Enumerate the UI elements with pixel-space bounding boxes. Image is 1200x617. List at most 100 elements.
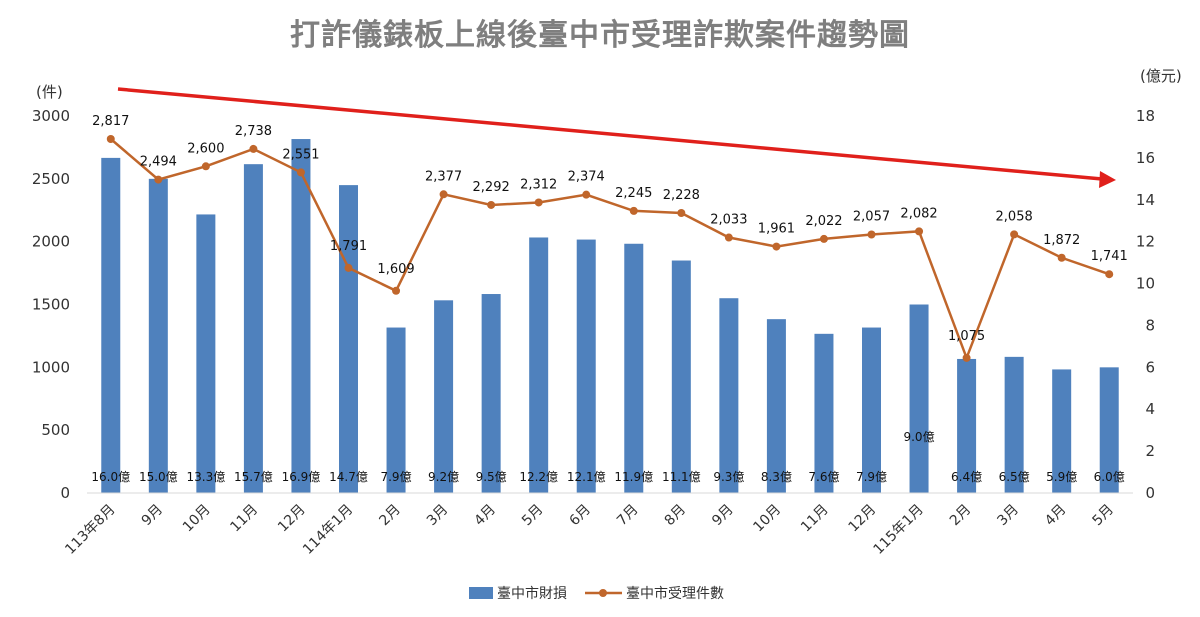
chart-title: 打詐儀錶板上線後臺中市受理詐欺案件趨勢圖 — [290, 18, 910, 53]
x-tick-label: 4月 — [471, 502, 499, 530]
legend-line-marker — [599, 589, 607, 597]
bar — [576, 239, 596, 493]
line-point — [487, 200, 496, 209]
bar-value-label: 7.6億 — [808, 470, 839, 484]
line-value-label: 1,791 — [330, 239, 367, 254]
x-tick-label: 113年8月 — [62, 502, 118, 558]
line-value-label: 2,228 — [663, 188, 700, 203]
line-point — [249, 144, 258, 153]
line-point — [962, 353, 971, 362]
bar-value-label: 16.0億 — [91, 470, 130, 484]
y-right-tick-label: 16 — [1136, 149, 1155, 167]
line-point — [629, 206, 638, 215]
line-value-label: 2,022 — [805, 214, 842, 229]
y-right-tick-label: 6 — [1145, 358, 1155, 376]
line-value-label: 1,741 — [1091, 249, 1128, 264]
x-tick-label: 7月 — [614, 502, 642, 530]
y-right-tick-label: 14 — [1136, 191, 1155, 209]
bar-value-label: 12.1億 — [567, 470, 606, 484]
bar — [719, 298, 739, 493]
x-tick-label: 3月 — [994, 502, 1022, 530]
bar — [862, 327, 881, 493]
line-series — [109, 138, 1110, 362]
line-value-label: 1,075 — [948, 329, 985, 344]
line-point — [1105, 270, 1114, 279]
bar-value-label: 7.9億 — [380, 470, 411, 484]
line-point — [106, 134, 115, 143]
bar-value-label: 12.2億 — [519, 470, 558, 484]
line-value-label: 1,609 — [377, 262, 414, 277]
line-point — [1010, 230, 1019, 239]
x-tick-label: 2月 — [947, 502, 975, 530]
bar-value-label: 16.9億 — [282, 470, 321, 484]
y-right-tick-label: 8 — [1145, 316, 1155, 334]
legend-bar-swatch — [469, 587, 493, 599]
line-value-label: 2,738 — [235, 124, 272, 139]
bar — [1004, 356, 1024, 493]
line-point — [772, 242, 781, 251]
bar — [1099, 367, 1119, 493]
bar — [101, 157, 121, 493]
line-value-label: 2,551 — [282, 147, 319, 162]
y-left-tick-label: 500 — [41, 421, 70, 439]
line-point — [915, 227, 924, 236]
bar-value-label: 5.9億 — [1046, 470, 1077, 484]
x-tick-label: 2月 — [376, 502, 404, 530]
x-tick-label: 9月 — [709, 502, 737, 530]
bar-value-label: 7.9億 — [856, 470, 887, 484]
bar — [243, 164, 263, 493]
line-point — [1057, 253, 1066, 262]
line-point — [582, 190, 591, 199]
line-value-label: 2,057 — [853, 210, 890, 225]
line-value-label: 2,058 — [996, 209, 1033, 224]
x-tick-label: 5月 — [519, 502, 547, 530]
x-tick-label: 8月 — [662, 502, 690, 530]
y-right-tick-label: 10 — [1136, 275, 1155, 293]
line-point — [439, 190, 448, 199]
y-right-tick-label: 12 — [1136, 233, 1155, 251]
trend-arrow-line — [117, 87, 1103, 181]
line-point — [296, 168, 305, 177]
x-tick-label: 115年1月 — [871, 502, 927, 558]
line-value-label: 2,245 — [615, 186, 652, 201]
bar-value-label: 6.5億 — [999, 470, 1030, 484]
line-value-label: 2,292 — [473, 180, 510, 195]
x-tick-label: 3月 — [424, 502, 452, 530]
y-right-unit-label: (億元) — [1140, 67, 1182, 85]
y-left-tick-label: 1500 — [32, 296, 70, 314]
bar-value-label: 11.1億 — [662, 470, 701, 484]
line-point — [867, 230, 876, 239]
line-point — [392, 286, 401, 295]
x-tick-label: 12月 — [275, 502, 309, 536]
bar — [291, 139, 311, 494]
line-value-label: 1,872 — [1043, 233, 1080, 248]
bar-value-label: 15.7億 — [234, 470, 273, 484]
line-value-label: 2,033 — [710, 213, 747, 228]
y-left-tick-label: 1000 — [32, 358, 70, 376]
bar — [766, 319, 786, 493]
line-value-label: 2,312 — [520, 177, 557, 192]
x-tick-label: 10月 — [750, 502, 784, 536]
y-right-tick-label: 18 — [1136, 107, 1155, 125]
bar — [339, 185, 358, 493]
bar — [196, 214, 216, 493]
x-tick-label: 5月 — [1090, 502, 1118, 530]
line-value-label: 2,082 — [900, 206, 937, 221]
x-tick-label: 114年1月 — [300, 502, 356, 558]
bar-value-label: 13.3億 — [186, 470, 225, 484]
bar — [909, 304, 929, 493]
trend-arrow-head — [1099, 171, 1116, 188]
line-value-label: 2,600 — [187, 141, 224, 156]
line-point — [201, 162, 210, 171]
y-right-tick-label: 4 — [1145, 400, 1155, 418]
bar — [814, 333, 834, 493]
bar-value-label: 8.3億 — [761, 470, 792, 484]
line-point — [677, 209, 686, 218]
line-point — [534, 198, 543, 207]
bar — [529, 237, 549, 493]
bar — [671, 260, 691, 493]
bar — [386, 327, 406, 493]
bar-value-label: 15.0億 — [139, 470, 178, 484]
line-value-label: 2,494 — [140, 155, 177, 170]
